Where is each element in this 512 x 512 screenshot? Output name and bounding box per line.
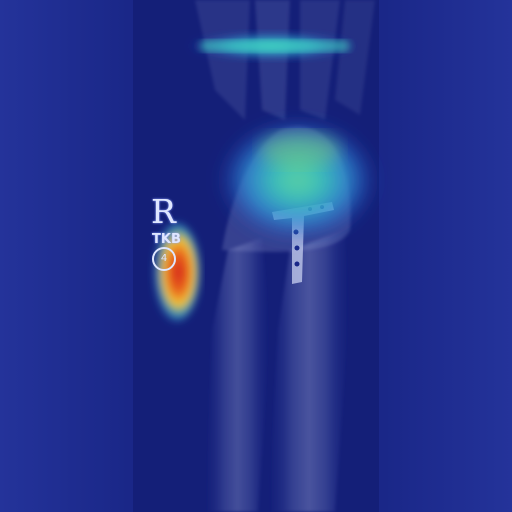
side-marker-initials: TKB xyxy=(152,232,181,247)
side-marker-circle-number: 4 xyxy=(160,253,168,264)
side-marker-circle: 4 xyxy=(152,247,176,271)
side-marker-letter: R xyxy=(151,192,176,231)
